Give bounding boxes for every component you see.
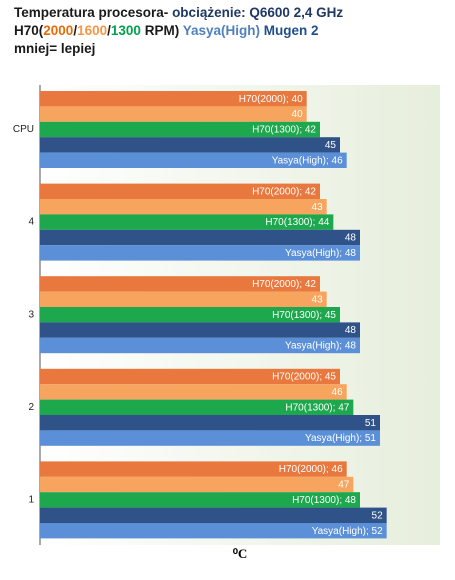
- y-tick-label: 4: [28, 217, 34, 228]
- data-label: Yasya(High); 52: [312, 526, 383, 537]
- title-part: 1300: [111, 23, 141, 38]
- title-part: RPM): [141, 23, 183, 38]
- data-label: H70(2000); 45: [272, 372, 336, 383]
- title-line: Temperatura procesora- obciążenie: Q6600…: [14, 5, 343, 20]
- x-axis-label: ⁰C: [233, 546, 248, 561]
- bar: [40, 91, 307, 107]
- bar: [40, 121, 320, 138]
- data-label: 45: [325, 140, 337, 151]
- bar: [40, 461, 347, 477]
- bar: [40, 199, 327, 215]
- title-part: Mugen 2: [264, 23, 319, 38]
- data-label: 51: [365, 418, 377, 429]
- title-part: 1600: [77, 23, 107, 38]
- data-label: 43: [312, 202, 324, 213]
- data-label: 46: [332, 387, 344, 398]
- bar: [40, 291, 327, 307]
- bar: [40, 476, 354, 493]
- y-tick-label: CPU: [13, 124, 34, 135]
- title-line: mniej= lepiej: [14, 41, 95, 56]
- y-tick-label: 2: [28, 402, 34, 413]
- y-tick-label: 1: [28, 495, 34, 506]
- bar: [40, 183, 320, 199]
- data-label: Yasya(High); 48: [285, 341, 356, 352]
- data-label: Yasya(High); 48: [285, 248, 356, 259]
- bar: [40, 322, 360, 338]
- data-label: H70(2000); 40: [239, 94, 303, 105]
- bar: [40, 492, 360, 508]
- data-label: 43: [312, 294, 324, 305]
- bar: [40, 152, 347, 168]
- bar: [40, 399, 354, 415]
- bar: [40, 337, 360, 354]
- data-label: H70(2000); 46: [279, 464, 343, 475]
- data-label: 48: [345, 233, 357, 244]
- data-label: Yasya(High); 46: [272, 155, 343, 166]
- bar: [40, 229, 360, 246]
- data-label: H70(1300); 47: [285, 402, 349, 413]
- data-label: 40: [292, 109, 304, 120]
- data-label: H70(1300); 48: [292, 495, 356, 506]
- bar: [40, 307, 340, 323]
- bar: [40, 523, 387, 539]
- bar: [40, 430, 380, 446]
- data-label: 52: [372, 510, 384, 521]
- data-label: H70(2000); 42: [252, 279, 316, 290]
- title-part: 2000: [43, 23, 73, 38]
- data-label: H70(1300); 45: [272, 310, 336, 321]
- title-part: obciążenie: Q6600 2,4 GHz: [172, 5, 343, 20]
- bar: [40, 384, 347, 400]
- bar: [40, 106, 307, 122]
- y-tick-label: 3: [28, 309, 34, 320]
- data-label: 48: [345, 325, 357, 336]
- data-label: 47: [338, 480, 350, 491]
- data-label: H70(1300); 42: [252, 125, 316, 136]
- bar: [40, 245, 360, 261]
- title-line: H70(2000/1600/1300 RPM) Yasya(High) Muge…: [14, 23, 319, 38]
- bar: [40, 368, 340, 385]
- title-part: Yasya(High): [183, 23, 264, 38]
- bar: [40, 276, 320, 292]
- data-label: H70(1300); 44: [265, 217, 329, 228]
- title-part: /: [73, 23, 77, 38]
- bar: [40, 214, 334, 230]
- bar: [40, 415, 380, 431]
- data-label: H70(2000); 42: [252, 186, 316, 197]
- data-label: Yasya(High); 51: [305, 433, 376, 444]
- title-part: mniej= lepiej: [14, 41, 95, 56]
- title-part: /: [107, 23, 111, 38]
- bar: [40, 137, 340, 153]
- title-part: H70(: [14, 23, 44, 38]
- title-part: Temperatura procesora-: [14, 5, 172, 20]
- bar: [40, 507, 387, 523]
